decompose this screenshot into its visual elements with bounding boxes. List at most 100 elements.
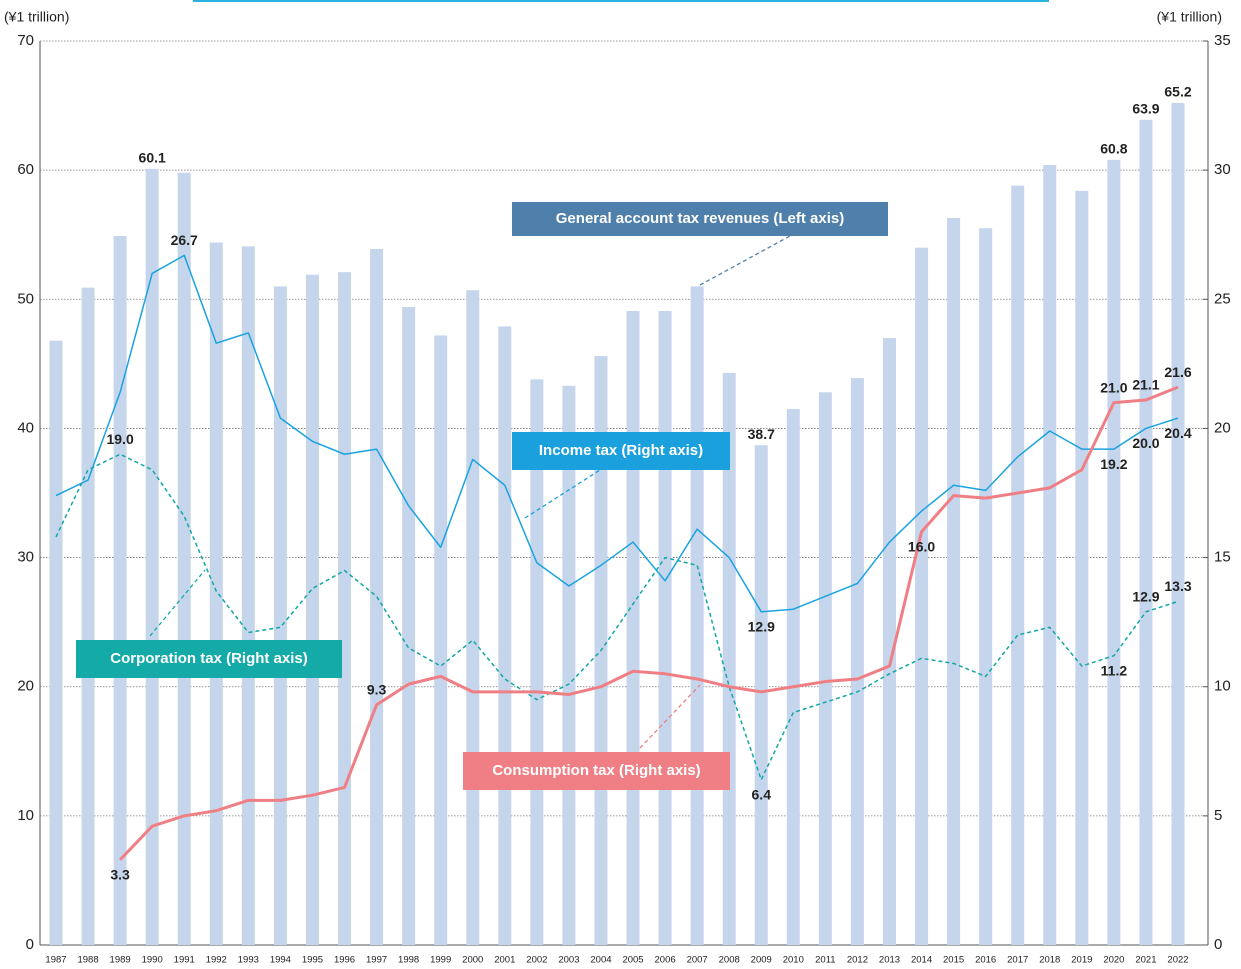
- bar: [241, 246, 255, 945]
- y2-tick-label: 0: [1214, 936, 1222, 953]
- bar: [209, 242, 223, 945]
- x-tick-label: 1987: [45, 955, 66, 966]
- bar: [850, 378, 864, 945]
- x-tick-label: 2006: [655, 955, 676, 966]
- line: [119, 385, 1179, 861]
- value-label: 16.0: [908, 538, 935, 554]
- x-tick-label: 2000: [462, 955, 483, 966]
- value-label: 11.2: [1101, 662, 1128, 678]
- x-tick-label: 2015: [943, 955, 964, 966]
- value-label: 21.1: [1132, 377, 1159, 393]
- bar: [754, 445, 768, 945]
- value-label: 63.9: [1132, 100, 1159, 116]
- bar: [273, 286, 287, 945]
- bar: [177, 172, 191, 945]
- bar: [434, 335, 448, 946]
- x-tick-label: 1997: [366, 955, 387, 966]
- bar: [498, 326, 512, 945]
- bar: [402, 307, 416, 945]
- x-tick-label: 2003: [558, 955, 579, 966]
- bar: [113, 236, 127, 945]
- y-tick-label: 70: [17, 32, 34, 49]
- value-label: 19.2: [1100, 456, 1127, 472]
- bar: [915, 247, 929, 946]
- value-label: 65.2: [1164, 84, 1191, 100]
- x-tick-label: 2019: [1071, 955, 1092, 966]
- legend-label: Corporation tax (Right axis): [110, 650, 308, 667]
- x-tick-label: 1999: [430, 955, 451, 966]
- bar: [49, 340, 63, 945]
- line: [55, 254, 1179, 613]
- x-tick-label: 1996: [334, 955, 355, 966]
- leader-line: [149, 569, 206, 637]
- legend-box: [463, 752, 730, 790]
- x-tick-label: 1990: [142, 955, 163, 966]
- leader-line: [524, 469, 601, 519]
- y2-axis-label: (¥1 trillion): [1157, 9, 1222, 25]
- line: [55, 453, 1179, 781]
- legend-label: Income tax (Right axis): [539, 442, 703, 459]
- y-tick-label: 30: [17, 549, 34, 566]
- x-tick-label: 2009: [751, 955, 772, 966]
- x-tick-label: 2020: [1103, 955, 1124, 966]
- x-tick-label: 2013: [879, 955, 900, 966]
- x-tick-label: 1992: [206, 955, 227, 966]
- legend-label: Consumption tax (Right axis): [492, 762, 700, 779]
- value-label: 3.3: [110, 866, 130, 882]
- x-tick-label: 1991: [174, 955, 195, 966]
- legend-box: [512, 202, 888, 236]
- y2-tick-label: 5: [1214, 807, 1222, 824]
- y2-tick-label: 25: [1214, 290, 1231, 307]
- x-tick-label: 1998: [398, 955, 419, 966]
- y-tick-label: 10: [17, 807, 34, 824]
- legend-label: General account tax revenues (Left axis): [556, 210, 844, 227]
- x-tick-label: 2017: [1007, 955, 1028, 966]
- x-tick-label: 2010: [783, 955, 804, 966]
- y-tick-label: 0: [26, 936, 34, 953]
- x-tick-label: 2014: [911, 955, 932, 966]
- x-tick-label: 2021: [1135, 955, 1156, 966]
- x-tick-label: 2011: [815, 955, 835, 966]
- value-label: 6.4: [752, 786, 772, 802]
- legend-box: [512, 432, 730, 470]
- value-label: 60.8: [1100, 141, 1127, 157]
- value-label: 12.9: [748, 619, 775, 635]
- value-label: 21.0: [1100, 379, 1127, 395]
- x-tick-label: 2012: [847, 955, 868, 966]
- bar: [947, 217, 961, 945]
- y-tick-label: 50: [17, 290, 34, 307]
- bar: [1171, 102, 1185, 945]
- value-label: 9.3: [367, 681, 387, 697]
- bar: [1011, 185, 1025, 945]
- value-label: 12.9: [1132, 589, 1159, 605]
- bar: [1075, 190, 1089, 945]
- value-label: 60.1: [139, 150, 166, 166]
- x-tick-label: 2022: [1167, 955, 1188, 966]
- x-tick-label: 2007: [687, 955, 708, 966]
- y2-tick-label: 15: [1214, 549, 1231, 566]
- bar: [786, 409, 800, 945]
- bar: [626, 310, 640, 945]
- title-box-edge: [193, 0, 1049, 2]
- y2-tick-label: 30: [1214, 161, 1231, 178]
- bar: [1139, 119, 1153, 945]
- x-tick-label: 2005: [622, 955, 643, 966]
- x-tick-label: 2001: [494, 955, 515, 966]
- x-tick-label: 1993: [238, 955, 259, 966]
- leader-line: [699, 235, 791, 286]
- value-label: 19.0: [106, 431, 133, 447]
- value-label: 26.7: [171, 232, 198, 248]
- value-label: 38.7: [748, 426, 775, 442]
- bar: [338, 272, 352, 945]
- bar: [1107, 159, 1121, 946]
- y-axis-label: (¥1 trillion): [4, 9, 69, 25]
- y-tick-label: 20: [17, 678, 34, 695]
- x-tick-label: 1989: [110, 955, 131, 966]
- value-label: 20.4: [1164, 425, 1191, 441]
- bar: [690, 286, 704, 945]
- bar: [305, 274, 319, 946]
- bar: [979, 228, 993, 945]
- x-tick-label: 1988: [77, 955, 98, 966]
- x-tick-label: 1995: [302, 955, 323, 966]
